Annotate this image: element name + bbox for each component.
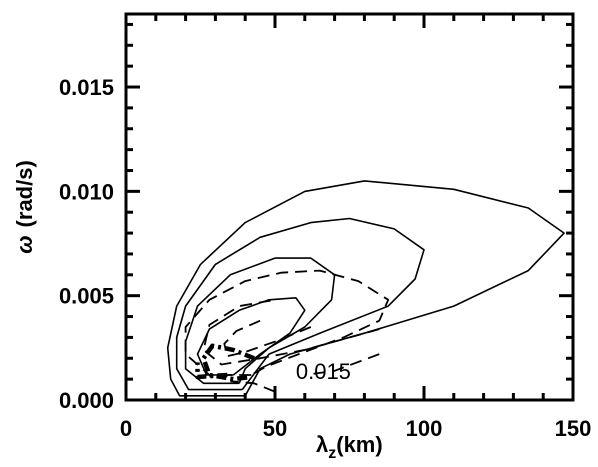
x-tick-label: 0 — [120, 416, 132, 441]
x-axis-label-main: λ — [316, 432, 328, 457]
y-tick-label: 0.005 — [59, 284, 114, 309]
contour-line-dashed — [304, 353, 380, 376]
contour-lines — [166, 180, 565, 397]
x-tick-label: 100 — [406, 416, 443, 441]
x-tick-label: 50 — [263, 416, 287, 441]
y-tick-labels: 0.000 0.005 0.010 0.015 — [59, 75, 114, 413]
contour-line-dashed — [223, 319, 312, 358]
major-ticks — [124, 14, 575, 402]
y-axis-label: ω (rad/s) — [12, 160, 37, 254]
contour-line-solid — [196, 296, 306, 376]
y-tick-label: 0.010 — [59, 179, 114, 204]
x-axis-label-rest: (km) — [336, 432, 382, 457]
contour-line-dashdot-thick — [195, 362, 228, 380]
y-tick-label: 0.000 — [59, 388, 114, 413]
y-axis-label-rest: (rad/s) — [12, 160, 37, 227]
y-axis-label-symbol: ω — [12, 235, 37, 253]
contour-line-solid — [175, 217, 425, 391]
contour-line-dashed — [230, 380, 276, 393]
y-tick-label: 0.015 — [59, 75, 114, 100]
x-axis-label: λz(km) — [316, 432, 383, 462]
contour-annotation: 0.015 — [296, 359, 351, 384]
plot-frame — [124, 12, 575, 402]
contour-line-dashed — [184, 269, 390, 376]
x-axis-label-sub: z — [328, 445, 336, 462]
x-tick-labels: 0 50 100 150 — [120, 416, 591, 441]
contour-line-dashdot-thick — [201, 343, 255, 382]
x-tick-label: 150 — [555, 416, 592, 441]
contour-line-dashed — [202, 298, 380, 366]
